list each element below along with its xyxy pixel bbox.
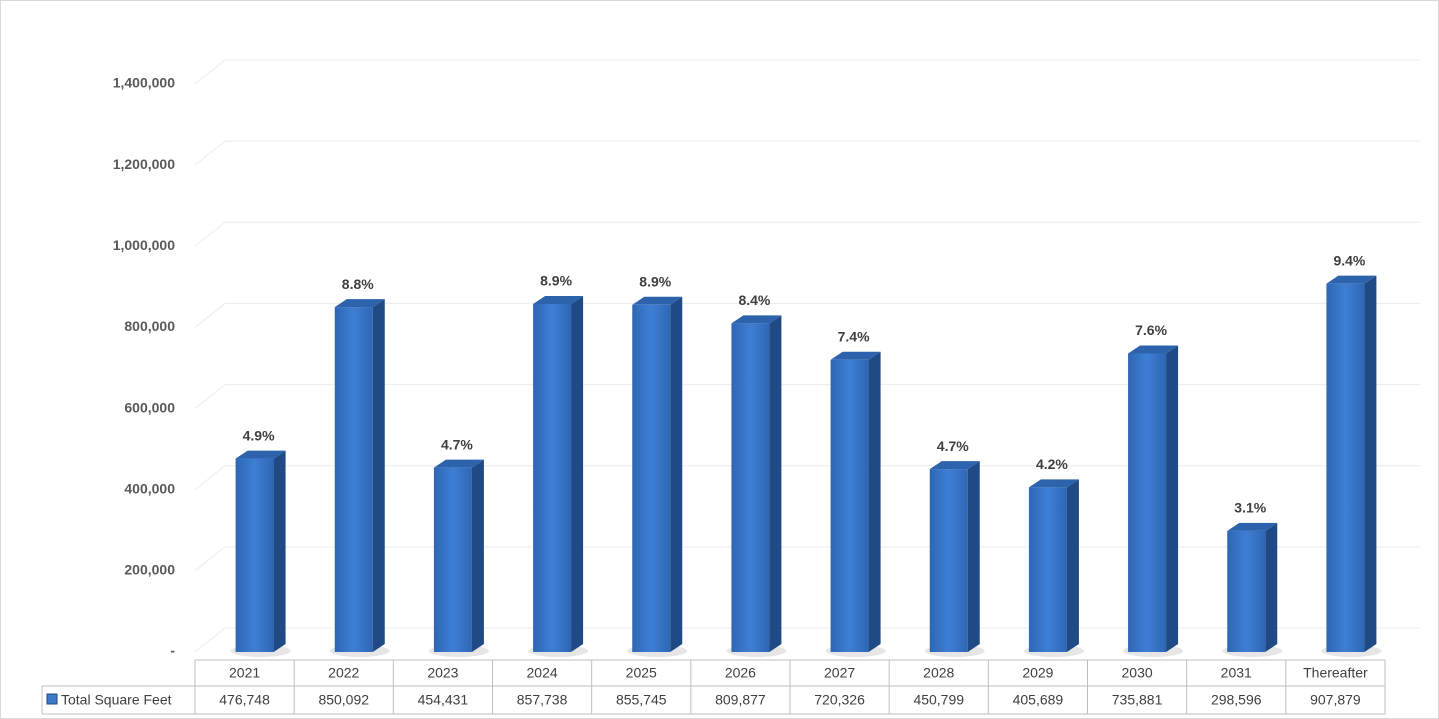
- y-tick-label: 200,000: [124, 562, 175, 578]
- bar: [731, 323, 770, 652]
- table-value: 476,748: [219, 692, 270, 708]
- grid-line: [194, 140, 1420, 166]
- table-value: 850,092: [318, 692, 369, 708]
- bar-side: [372, 299, 385, 652]
- bar-annotation: 3.1%: [1234, 500, 1266, 516]
- grid-line: [194, 302, 1420, 328]
- bar: [1227, 530, 1266, 652]
- bar: [1028, 487, 1067, 652]
- table-value: 855,745: [616, 692, 667, 708]
- bar: [235, 458, 274, 652]
- bar: [632, 304, 671, 652]
- bar: [830, 359, 869, 652]
- bar-annotation: 8.9%: [639, 274, 671, 290]
- bar-side: [769, 315, 782, 652]
- bar-annotation: 8.9%: [540, 273, 572, 289]
- bar-top: [334, 299, 385, 308]
- bar-side: [571, 296, 584, 652]
- bar-annotation: 4.2%: [1036, 456, 1068, 472]
- bar-side: [1166, 345, 1179, 652]
- bar: [533, 304, 572, 652]
- x-tick-label: 2027: [824, 665, 855, 681]
- bar: [334, 307, 373, 652]
- y-tick-label: 1,400,000: [113, 75, 175, 91]
- bar-side: [670, 296, 683, 652]
- x-tick-label: 2030: [1122, 665, 1153, 681]
- bar-top: [830, 351, 881, 360]
- bar-annotation: 9.4%: [1333, 252, 1365, 268]
- bar-annotation: 8.8%: [342, 276, 374, 292]
- bar-annotation: 4.7%: [441, 436, 473, 452]
- x-tick-label: 2021: [229, 665, 260, 681]
- y-tick-label: 600,000: [124, 399, 175, 415]
- grid-line: [194, 546, 1420, 572]
- bar-side: [1265, 522, 1278, 652]
- bar-top: [731, 315, 782, 324]
- bar-top: [1326, 275, 1377, 284]
- y-tick-label: 800,000: [124, 318, 175, 334]
- x-tick-label: 2024: [527, 665, 558, 681]
- bar-top: [632, 296, 683, 305]
- table-value: 450,799: [913, 692, 964, 708]
- bar-top: [1227, 522, 1278, 531]
- bar: [929, 469, 968, 652]
- x-tick-label: 2023: [427, 665, 458, 681]
- bar-annotation: 8.4%: [738, 292, 770, 308]
- table-value: 735,881: [1112, 692, 1163, 708]
- grid-line: [194, 384, 1420, 409]
- table-value: 405,689: [1013, 692, 1064, 708]
- bar-annotation: 7.4%: [838, 328, 870, 344]
- bar-side: [1066, 479, 1079, 652]
- grid-line: [194, 59, 1420, 85]
- bar: [1128, 353, 1167, 652]
- bar-top: [1128, 345, 1179, 354]
- bar-side: [1364, 275, 1377, 652]
- bar-side: [471, 459, 484, 652]
- bar-annotation: 7.6%: [1135, 322, 1167, 338]
- y-tick-label: 400,000: [124, 480, 175, 496]
- bar-top: [929, 461, 980, 470]
- bar-top: [433, 459, 484, 468]
- table-value: 857,738: [517, 692, 568, 708]
- bar-top: [1028, 479, 1079, 488]
- bar-top: [235, 450, 286, 459]
- x-tick-label: 2029: [1022, 665, 1053, 681]
- table-value: 454,431: [418, 692, 469, 708]
- y-tick-label: 1,200,000: [113, 156, 175, 172]
- table-value: 809,877: [715, 692, 766, 708]
- bar: [433, 467, 472, 652]
- x-tick-label: 2028: [923, 665, 954, 681]
- grid-line: [194, 627, 1420, 653]
- x-tick-label: 2031: [1221, 665, 1252, 681]
- y-tick-label: 1,000,000: [113, 237, 175, 253]
- x-tick-label: 2022: [328, 665, 359, 681]
- legend-key: [46, 693, 58, 705]
- bar-top: [533, 296, 584, 305]
- bar-side: [273, 450, 286, 652]
- bar-side: [868, 351, 881, 652]
- grid-line: [194, 465, 1420, 491]
- table-value: 298,596: [1211, 692, 1262, 708]
- bar-annotation: 4.7%: [937, 438, 969, 454]
- x-tick-label: 2026: [725, 665, 756, 681]
- table-value: 907,879: [1310, 692, 1361, 708]
- bar: [1326, 283, 1365, 652]
- bar-annotation: 4.9%: [243, 427, 275, 443]
- legend-label: Total Square Feet: [61, 692, 172, 708]
- x-tick-label: 2025: [626, 665, 657, 681]
- grid-line: [194, 221, 1420, 247]
- x-tick-label: Thereafter: [1303, 665, 1368, 681]
- table-value: 720,326: [814, 692, 865, 708]
- bar-side: [967, 461, 980, 652]
- y-tick-label: -: [170, 643, 175, 659]
